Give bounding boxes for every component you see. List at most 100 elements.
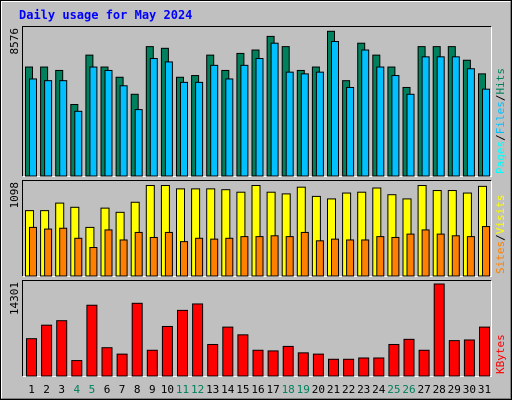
legend-separator: / bbox=[494, 134, 507, 141]
bar-kbytes bbox=[177, 309, 188, 377]
bar-sites bbox=[466, 236, 475, 277]
bar-sites bbox=[436, 233, 445, 277]
bar-kbytes bbox=[448, 340, 460, 377]
bar-files bbox=[315, 71, 324, 177]
bar-sites bbox=[89, 247, 98, 277]
bar-sites bbox=[255, 236, 264, 277]
bar-files bbox=[331, 41, 339, 177]
bar-sites bbox=[164, 231, 173, 277]
bar-kbytes bbox=[237, 334, 249, 377]
bar-sites bbox=[331, 238, 339, 277]
bar-files bbox=[210, 64, 219, 177]
x-tick-label: 1 bbox=[28, 383, 35, 396]
bar-kbytes bbox=[479, 326, 490, 377]
bar-sites bbox=[119, 239, 128, 277]
bar-kbytes bbox=[41, 324, 53, 377]
bar-files bbox=[406, 93, 415, 177]
bar-sites bbox=[421, 229, 430, 277]
bar-kbytes bbox=[146, 349, 158, 377]
bar-sites bbox=[346, 239, 355, 277]
legend-sites-visits: Sites/Visits bbox=[494, 195, 507, 275]
bar-kbytes bbox=[373, 357, 385, 377]
bar-files bbox=[240, 64, 249, 177]
bar-files bbox=[180, 81, 188, 177]
bar-kbytes bbox=[207, 343, 219, 377]
bar-kbytes bbox=[86, 304, 98, 377]
bar-files bbox=[104, 69, 113, 177]
bar-files bbox=[391, 75, 400, 177]
x-tick-label: 19 bbox=[297, 383, 310, 396]
x-tick-label: 16 bbox=[251, 383, 264, 396]
x-tick-label: 26 bbox=[402, 383, 415, 396]
x-tick-label: 15 bbox=[236, 383, 249, 396]
bar-files bbox=[29, 78, 37, 177]
x-tick-label: 22 bbox=[342, 383, 355, 396]
x-tick-label: 10 bbox=[161, 383, 174, 396]
bar-kbytes bbox=[403, 338, 415, 377]
bar-files bbox=[285, 71, 294, 177]
bar-sites bbox=[59, 227, 68, 277]
x-tick-label: 2 bbox=[43, 383, 50, 396]
bar-kbytes bbox=[101, 347, 113, 377]
bar-kbytes bbox=[26, 338, 37, 377]
legend-kbytes-label: KBytes bbox=[494, 334, 507, 374]
x-tick-label: 20 bbox=[312, 383, 325, 396]
x-tick-label: 30 bbox=[463, 383, 476, 396]
bar-kbytes bbox=[433, 283, 445, 377]
bar-kbytes bbox=[312, 353, 324, 377]
bar-sites bbox=[285, 236, 294, 277]
x-tick-label: 17 bbox=[266, 383, 279, 396]
legend-kbytes: KBytes bbox=[494, 334, 507, 374]
bar-sites bbox=[149, 236, 158, 277]
legend-hits: Hits bbox=[494, 68, 507, 95]
panel-border-dark bbox=[22, 180, 492, 277]
bar-files bbox=[421, 56, 430, 177]
bar-files bbox=[225, 78, 234, 177]
x-tick-label: 27 bbox=[417, 383, 430, 396]
legend-hits-files-pages: Pages/Files/Hits bbox=[494, 68, 507, 174]
x-tick-label: 28 bbox=[433, 383, 446, 396]
x-tick-label: 5 bbox=[89, 383, 96, 396]
x-tick-label: 6 bbox=[104, 383, 111, 396]
bar-files bbox=[255, 58, 264, 177]
bar-kbytes bbox=[131, 302, 143, 377]
bar-files bbox=[436, 56, 445, 177]
bar-kbytes bbox=[297, 352, 309, 377]
y-max-label-hits: 8576 bbox=[8, 28, 21, 55]
x-tick-label: 31 bbox=[478, 383, 491, 396]
bar-sites bbox=[44, 228, 53, 277]
bar-files bbox=[451, 56, 460, 177]
x-tick-label: 18 bbox=[282, 383, 295, 396]
legend-visits: Visits bbox=[494, 195, 507, 235]
bar-kbytes bbox=[267, 350, 279, 377]
bar-sites bbox=[406, 233, 415, 277]
x-tick-label: 8 bbox=[134, 383, 141, 396]
x-tick-label: 23 bbox=[357, 383, 370, 396]
panel-border-dark bbox=[22, 26, 492, 177]
bar-sites bbox=[361, 239, 370, 277]
legend-separator: / bbox=[494, 234, 507, 241]
x-tick-label: 13 bbox=[206, 383, 219, 396]
bar-files bbox=[74, 110, 83, 177]
bar-sites bbox=[225, 237, 234, 277]
bar-kbytes bbox=[71, 360, 83, 377]
bar-files bbox=[270, 42, 279, 177]
bar-kbytes bbox=[388, 343, 400, 377]
bar-sites bbox=[74, 237, 83, 277]
bar-sites bbox=[210, 238, 219, 277]
bar-files bbox=[134, 109, 143, 177]
bar-kbytes bbox=[222, 326, 234, 377]
x-tick-label: 3 bbox=[58, 383, 65, 396]
bar-sites bbox=[270, 235, 279, 277]
bar-sites bbox=[134, 231, 143, 277]
bar-kbytes bbox=[161, 325, 173, 377]
x-tick-label: 4 bbox=[73, 383, 80, 396]
bar-files bbox=[89, 66, 98, 177]
chart-bars bbox=[25, 30, 490, 377]
bar-files bbox=[119, 85, 128, 177]
bar-sites bbox=[315, 240, 324, 277]
